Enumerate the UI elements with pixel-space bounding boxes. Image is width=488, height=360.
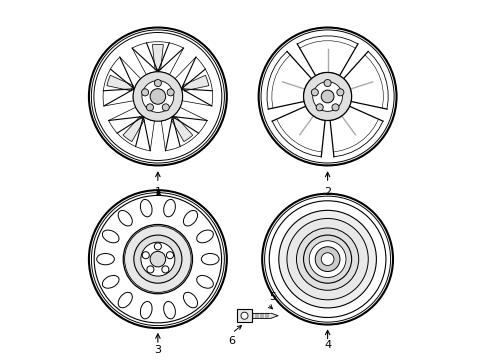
Text: 6: 6 <box>228 336 235 346</box>
Polygon shape <box>266 51 311 109</box>
Ellipse shape <box>118 292 132 308</box>
Ellipse shape <box>321 90 333 103</box>
Ellipse shape <box>142 81 173 112</box>
Ellipse shape <box>166 252 173 259</box>
Polygon shape <box>132 42 183 75</box>
Ellipse shape <box>133 72 182 121</box>
Ellipse shape <box>196 230 213 243</box>
Ellipse shape <box>163 301 175 319</box>
Ellipse shape <box>336 89 343 96</box>
Ellipse shape <box>303 72 351 121</box>
Ellipse shape <box>146 266 154 273</box>
Ellipse shape <box>183 211 197 226</box>
Ellipse shape <box>146 104 153 111</box>
Ellipse shape <box>262 194 392 325</box>
Polygon shape <box>108 107 154 151</box>
Ellipse shape <box>296 228 358 290</box>
Polygon shape <box>171 117 192 141</box>
Polygon shape <box>103 57 141 106</box>
Ellipse shape <box>303 235 351 283</box>
Ellipse shape <box>154 243 161 250</box>
Ellipse shape <box>140 199 152 217</box>
Ellipse shape <box>308 241 346 278</box>
Ellipse shape <box>89 190 226 328</box>
Polygon shape <box>343 51 387 109</box>
Ellipse shape <box>123 225 192 294</box>
Polygon shape <box>297 36 357 76</box>
Polygon shape <box>270 313 278 318</box>
Bar <box>251 313 270 318</box>
Ellipse shape <box>118 211 132 226</box>
Ellipse shape <box>97 253 114 265</box>
Polygon shape <box>272 106 325 157</box>
Text: 1: 1 <box>154 186 161 197</box>
Ellipse shape <box>140 301 152 319</box>
Ellipse shape <box>241 312 247 319</box>
Ellipse shape <box>321 253 333 265</box>
Ellipse shape <box>311 89 318 96</box>
Text: 4: 4 <box>324 340 330 350</box>
Polygon shape <box>175 57 212 106</box>
Ellipse shape <box>258 27 396 166</box>
Ellipse shape <box>201 253 219 265</box>
Ellipse shape <box>142 252 149 259</box>
Ellipse shape <box>89 27 226 166</box>
Ellipse shape <box>196 275 213 288</box>
Ellipse shape <box>141 89 148 96</box>
Text: 5: 5 <box>269 292 276 302</box>
Ellipse shape <box>102 275 119 288</box>
FancyBboxPatch shape <box>237 309 251 322</box>
Ellipse shape <box>141 242 175 276</box>
Polygon shape <box>161 107 207 151</box>
Ellipse shape <box>154 80 161 86</box>
Ellipse shape <box>312 82 342 111</box>
Polygon shape <box>183 75 208 91</box>
Ellipse shape <box>162 104 169 111</box>
Ellipse shape <box>315 247 339 271</box>
Text: 2: 2 <box>324 186 330 197</box>
Ellipse shape <box>286 219 367 300</box>
Ellipse shape <box>162 266 168 273</box>
Ellipse shape <box>324 80 330 86</box>
Ellipse shape <box>167 89 174 96</box>
Ellipse shape <box>183 292 197 308</box>
Ellipse shape <box>278 210 376 308</box>
Ellipse shape <box>331 104 338 111</box>
Polygon shape <box>329 106 382 157</box>
Ellipse shape <box>163 199 175 217</box>
Text: 3: 3 <box>154 345 161 355</box>
Ellipse shape <box>102 230 119 243</box>
Ellipse shape <box>316 104 323 111</box>
Ellipse shape <box>150 251 165 267</box>
Polygon shape <box>107 75 133 91</box>
Ellipse shape <box>134 235 182 283</box>
Ellipse shape <box>150 89 165 104</box>
Polygon shape <box>152 44 163 69</box>
Polygon shape <box>123 117 144 141</box>
